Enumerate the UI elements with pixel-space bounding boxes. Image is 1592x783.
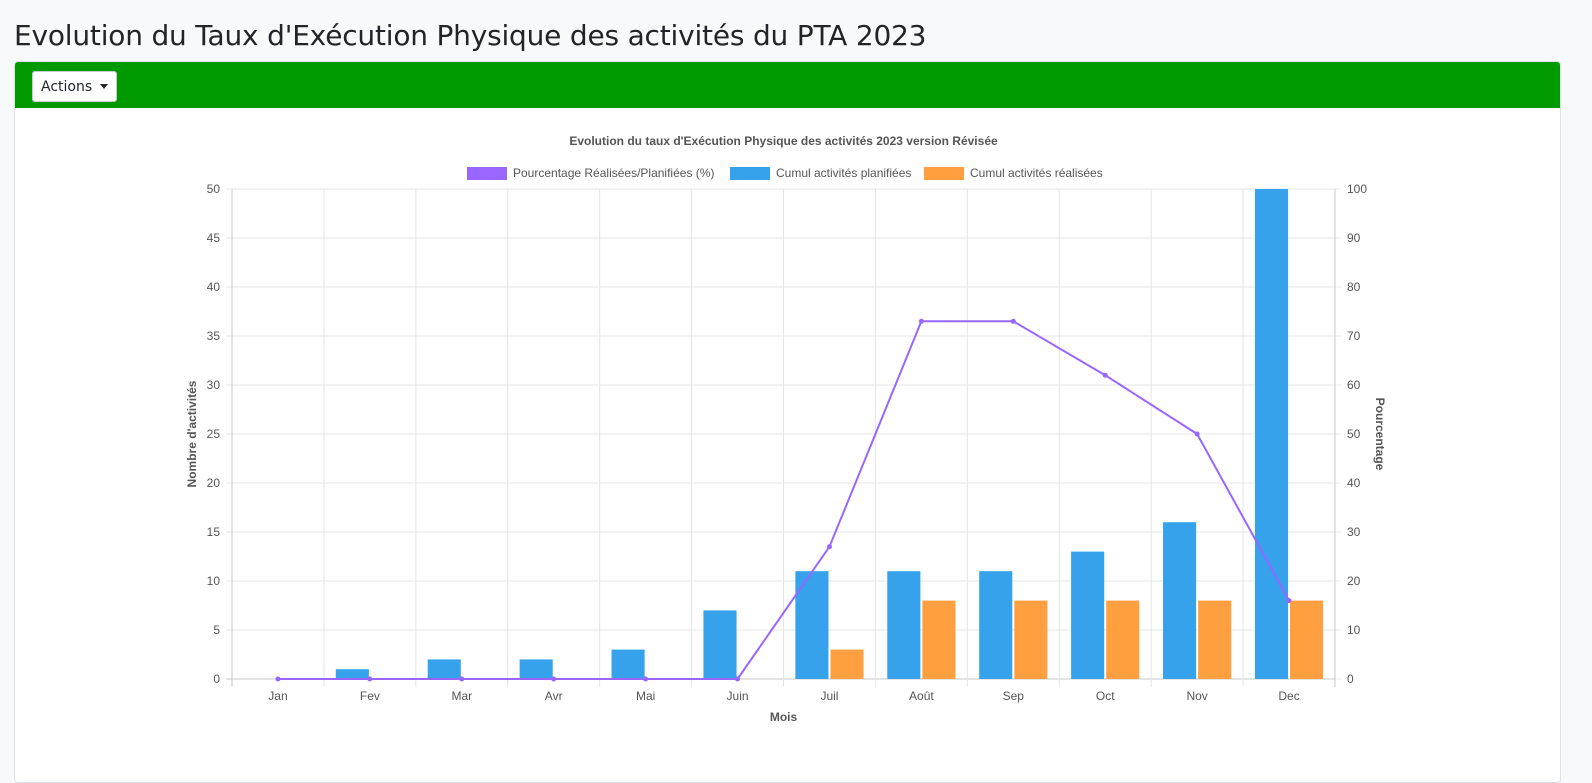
y2-tick-label: 20 [1347, 574, 1361, 588]
actions-label: Actions [41, 78, 93, 95]
bar-planned [703, 610, 737, 679]
bar-realized [1014, 600, 1048, 679]
y-tick-label: 5 [213, 623, 220, 637]
x-tick-label: Avr [545, 689, 563, 703]
line-point [1286, 598, 1292, 604]
bar-planned [519, 659, 553, 679]
y-tick-label: 15 [207, 525, 221, 539]
line-point [643, 676, 649, 682]
legend-label: Cumul activités réalisées [970, 166, 1103, 180]
bar-planned [1071, 551, 1105, 679]
line-point [1010, 318, 1016, 324]
actions-dropdown-button[interactable]: Actions [32, 71, 118, 102]
y-tick-label: 25 [207, 427, 221, 441]
x-tick-label: Sep [1003, 689, 1025, 703]
line-point [1194, 431, 1200, 437]
bar-realized [1290, 600, 1324, 679]
chevron-down-icon [100, 84, 109, 89]
line-point [826, 544, 832, 550]
line-point [1102, 372, 1108, 378]
bar-planned [1254, 189, 1289, 679]
legend-swatch [924, 167, 964, 180]
bar-planned [427, 659, 461, 679]
y2-axis-title: Pourcentage [1373, 398, 1387, 471]
x-tick-label: Jan [268, 689, 287, 703]
legend-swatch [730, 167, 770, 180]
y2-tick-label: 80 [1347, 280, 1361, 294]
y-tick-label: 45 [207, 231, 221, 245]
y2-tick-label: 30 [1347, 525, 1361, 539]
bar-planned [979, 571, 1013, 679]
y-tick-label: 35 [207, 329, 221, 343]
bar-realized [830, 649, 864, 679]
bar-planned [1163, 522, 1197, 679]
y2-tick-label: 0 [1347, 672, 1354, 686]
y-tick-label: 30 [207, 378, 221, 392]
line-point [735, 676, 741, 682]
line-point [551, 676, 557, 682]
bar-realized [1106, 600, 1140, 679]
bar-realized [1198, 600, 1232, 679]
x-tick-label: Dec [1278, 689, 1299, 703]
y2-tick-label: 90 [1347, 231, 1361, 245]
x-axis-title: Mois [770, 710, 798, 724]
x-tick-label: Mai [636, 689, 655, 703]
y2-tick-label: 50 [1347, 427, 1361, 441]
line-point [275, 676, 281, 682]
x-tick-label: Fev [360, 689, 380, 703]
x-tick-label: Août [909, 689, 934, 703]
y2-tick-label: 70 [1347, 329, 1361, 343]
line-point [367, 676, 373, 682]
y-tick-label: 20 [207, 476, 221, 490]
series-line-percentage [277, 320, 1290, 680]
bar-planned [887, 571, 921, 679]
legend-label: Pourcentage Réalisées/Planifiées (%) [513, 166, 714, 180]
y-tick-label: 40 [207, 280, 221, 294]
y2-tick-label: 40 [1347, 476, 1361, 490]
bar-planned [335, 669, 369, 679]
x-tick-label: Juil [820, 689, 838, 703]
x-tick-label: Mar [451, 689, 472, 703]
page-title: Evolution du Taux d'Exécution Physique d… [14, 19, 927, 52]
line-point [918, 318, 924, 324]
y2-tick-label: 100 [1347, 182, 1367, 196]
y-tick-label: 10 [207, 574, 221, 588]
y-tick-label: 0 [213, 672, 220, 686]
chart: 0 5 10 15 20 25 30 35 40 45 50 0 10 20 30 40 50 60 70 80 90 1… [185, 134, 1387, 724]
bar-planned [611, 649, 645, 679]
line-point [459, 676, 465, 682]
y2-tick-label: 10 [1347, 623, 1361, 637]
chart-title: Evolution du taux d'Exécution Physique d… [569, 134, 998, 148]
x-tick-label: Nov [1186, 689, 1207, 703]
bar-realized [922, 600, 956, 679]
y-axis-title: Nombre d'activités [185, 380, 199, 487]
legend-label: Cumul activités planifiées [776, 166, 911, 180]
y2-tick-label: 60 [1347, 378, 1361, 392]
legend-swatch [467, 167, 507, 180]
x-tick-label: Juin [727, 689, 749, 703]
y-tick-label: 50 [207, 182, 221, 196]
card-header: Actions [15, 62, 1560, 108]
x-tick-label: Oct [1096, 689, 1115, 703]
